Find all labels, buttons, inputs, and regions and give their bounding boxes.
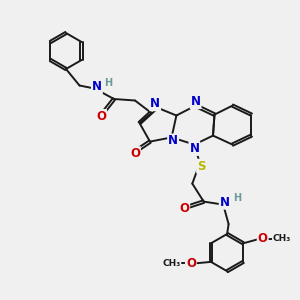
Text: O: O (179, 202, 189, 215)
Text: N: N (150, 97, 160, 110)
Text: O: O (186, 257, 196, 270)
Text: O: O (130, 147, 140, 160)
Text: CH₃: CH₃ (273, 234, 291, 243)
Text: H: H (232, 193, 241, 203)
Text: O: O (96, 110, 106, 123)
Text: N: N (168, 134, 178, 148)
Text: N: N (189, 142, 200, 155)
Text: H: H (104, 78, 112, 88)
Text: N: N (92, 80, 102, 94)
Text: N: N (190, 95, 201, 108)
Text: O: O (258, 232, 268, 245)
Text: N: N (220, 196, 230, 209)
Text: S: S (197, 160, 206, 173)
Text: CH₃: CH₃ (162, 259, 181, 268)
